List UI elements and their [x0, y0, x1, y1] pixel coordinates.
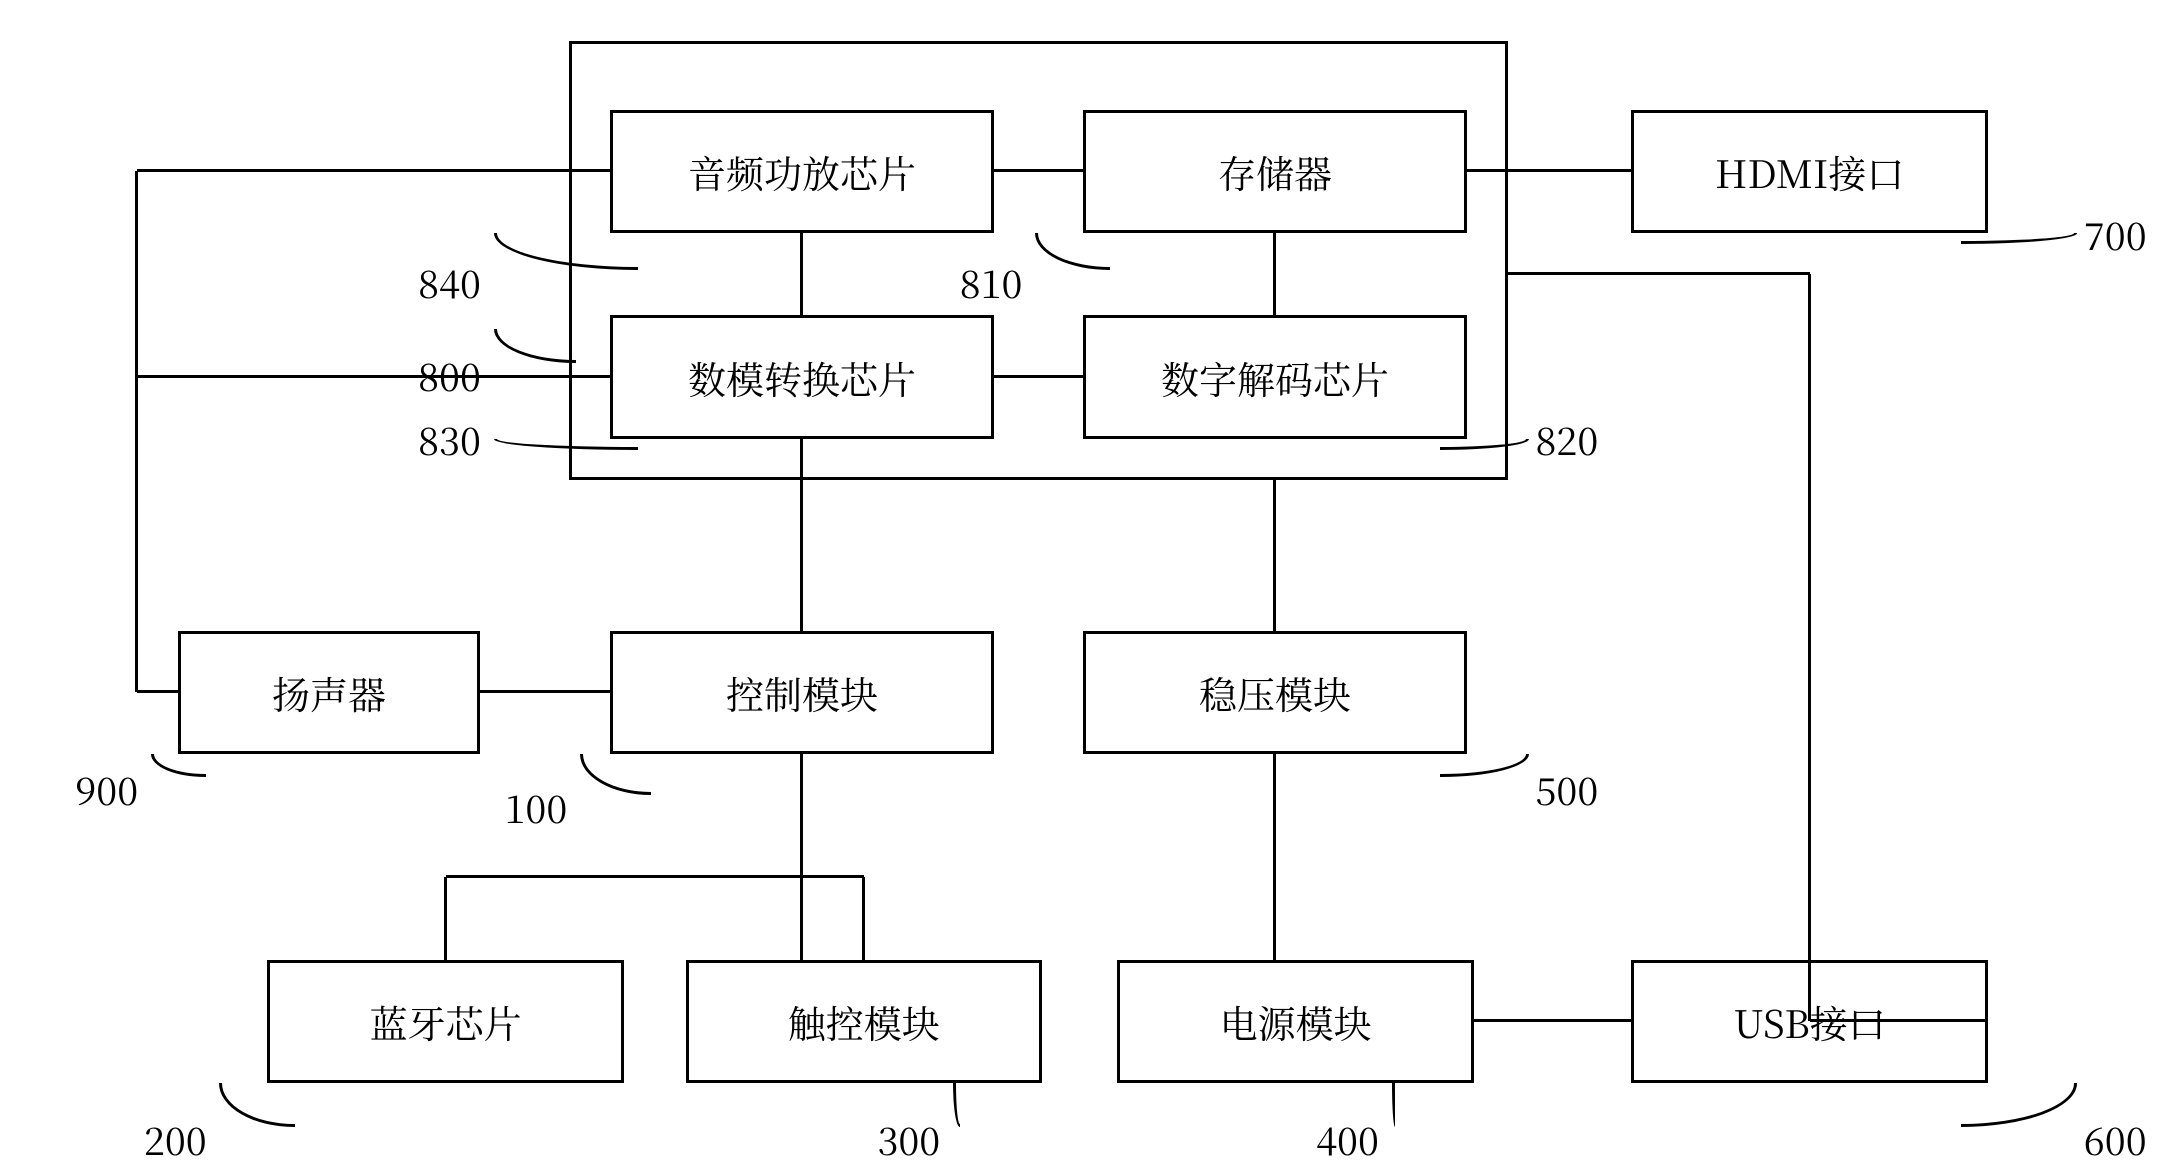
edge-amp-dac [800, 233, 803, 315]
block-diagram: 音频功放芯片存储器HDMI接口数模转换芯片数字解码芯片扬声器控制模块稳压模块蓝牙… [0, 0, 2174, 922]
edge-amp-left [137, 169, 610, 172]
block-audio_amp: 音频功放芯片 [610, 110, 994, 233]
edge-left-speaker [137, 690, 178, 693]
leader-line [1440, 439, 1529, 450]
edge-container-control [800, 480, 803, 631]
ref-label-500: 500 [1536, 761, 1599, 816]
leader-line [494, 233, 638, 270]
ref-label-840: 840 [418, 254, 481, 309]
edge-touch-down [862, 877, 865, 959]
leader-line [580, 754, 651, 795]
leader-line [1961, 1083, 2078, 1127]
edge-right-vert [1808, 274, 1811, 1021]
edge-container-right-stub [1508, 272, 1810, 275]
edge-usb-join [1810, 1019, 1988, 1022]
block-dac: 数模转换芯片 [610, 315, 994, 438]
edge-power-usb [1474, 1019, 1632, 1022]
edge-speaker-control [480, 690, 610, 693]
leader-line [1392, 1083, 1395, 1127]
ref-label-600: 600 [2084, 1111, 2147, 1166]
edge-amp-memory [994, 169, 1083, 172]
edge-bt-down [444, 877, 447, 959]
block-hdmi: HDMI接口 [1631, 110, 1987, 233]
edge-reg-power [1273, 754, 1276, 960]
leader-line [151, 754, 206, 777]
ref-label-400: 400 [1316, 1111, 1379, 1166]
block-power: 电源模块 [1117, 960, 1473, 1083]
edge-dac-left [137, 375, 610, 378]
leader-line [494, 329, 576, 363]
edge-mem-decoder [1273, 233, 1276, 315]
leader-line [1961, 233, 2078, 244]
ref-label-700: 700 [2084, 206, 2147, 261]
leader-line [494, 439, 638, 450]
edge-dac-decoder [994, 375, 1083, 378]
ref-label-300: 300 [877, 1111, 940, 1166]
block-bluetooth: 蓝牙芯片 [267, 960, 623, 1083]
edge-mem-hdmi [1467, 169, 1632, 172]
leader-line [953, 1083, 960, 1127]
edge-left-vert [135, 171, 138, 692]
block-control: 控制模块 [610, 631, 994, 754]
edge-control-down [800, 754, 803, 877]
block-memory: 存储器 [1083, 110, 1467, 233]
ref-label-100: 100 [505, 779, 568, 834]
leader-line [1440, 754, 1529, 777]
ref-label-820: 820 [1536, 411, 1599, 466]
ref-label-200: 200 [144, 1111, 207, 1166]
ref-label-830: 830 [418, 411, 481, 466]
block-decoder: 数字解码芯片 [1083, 315, 1467, 438]
block-speaker: 扬声器 [178, 631, 480, 754]
block-touch: 触控模块 [686, 960, 1042, 1083]
leader-line [219, 1083, 294, 1127]
ref-label-800: 800 [418, 347, 481, 402]
block-regulator: 稳压模块 [1083, 631, 1467, 754]
ref-label-810: 810 [960, 254, 1023, 309]
ref-label-900: 900 [75, 761, 138, 816]
edge-container-regulator [1273, 480, 1276, 631]
edge-control-touch-direct [800, 877, 803, 959]
